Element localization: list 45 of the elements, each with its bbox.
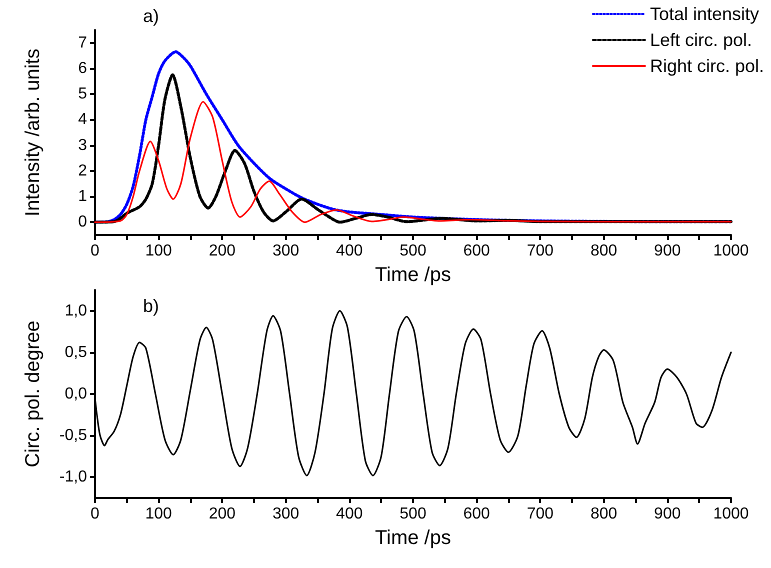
y-axis-title: Intensity /arb. units <box>22 48 44 216</box>
x-tick-label: 100 <box>145 506 172 522</box>
legend-label: Left circ. pol. <box>650 30 752 50</box>
x-axis-title: Time /ps <box>375 264 451 286</box>
y-tick-label: -1,0 <box>59 468 88 486</box>
x-tick-label: 800 <box>590 506 618 522</box>
y-tick-label: 1 <box>78 188 88 206</box>
x-tick-label: 0 <box>90 242 100 260</box>
y-tick-label: 6 <box>78 60 88 77</box>
line-series <box>94 100 732 223</box>
y-axis-title: Circ. pol. degree <box>22 320 44 468</box>
x-tick-label: 900 <box>654 506 681 522</box>
x-tick-label: 300 <box>272 242 300 260</box>
y-tick-label: 2 <box>78 162 88 180</box>
x-tick-label: 500 <box>400 242 426 260</box>
x-tick-label: 1000 <box>713 242 749 260</box>
x-tick-label: 600 <box>463 506 490 522</box>
x-tick-label: 700 <box>526 506 554 522</box>
x-tick-label: 700 <box>526 242 554 260</box>
legend-label: Right circ. pol. <box>650 56 764 76</box>
x-tick-label: 400 <box>336 506 363 522</box>
y-tick-label: 7 <box>78 34 88 52</box>
x-tick-label: 1000 <box>713 506 749 522</box>
x-axis-title: Time /ps <box>375 527 451 549</box>
y-tick-label: 0 <box>78 214 88 231</box>
x-tick-label: 600 <box>463 242 490 260</box>
x-tick-label: 900 <box>654 242 681 260</box>
x-tick-label: 100 <box>145 242 172 260</box>
x-tick-label: 200 <box>208 242 236 260</box>
y-tick-label: 4 <box>78 111 88 128</box>
legend-label: Total intensity <box>650 4 760 24</box>
y-tick-label: 0,5 <box>64 344 88 361</box>
chart-title: a) <box>143 6 160 26</box>
y-tick-label: 1,0 <box>64 302 88 320</box>
x-tick-label: 200 <box>208 506 236 522</box>
x-tick-label: 0 <box>90 506 100 522</box>
y-tick-label: -0,5 <box>59 427 88 444</box>
x-tick-label: 400 <box>336 242 363 260</box>
y-tick-label: 3 <box>78 136 88 154</box>
x-tick-label: 800 <box>590 242 618 260</box>
y-tick-label: 0,0 <box>64 386 88 402</box>
x-tick-label: 500 <box>400 506 426 522</box>
y-tick-label: 5 <box>78 86 88 103</box>
chart-title: b) <box>143 296 160 316</box>
x-tick-label: 300 <box>272 506 300 522</box>
